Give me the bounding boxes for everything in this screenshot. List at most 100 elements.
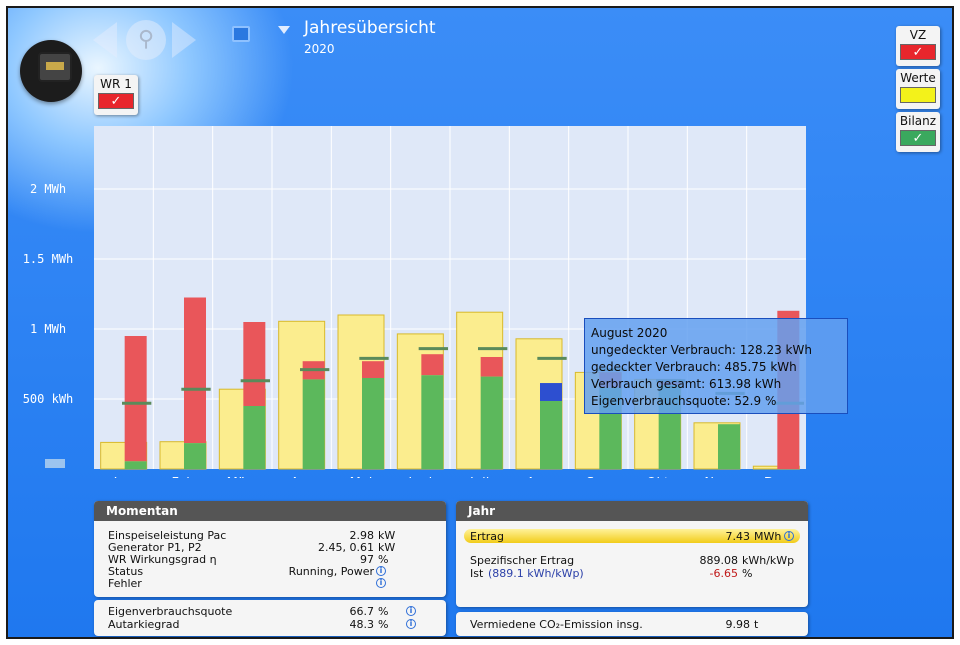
- co2-value: 9.98: [725, 618, 751, 631]
- bilanz-toggle[interactable]: Bilanz ✓: [896, 112, 940, 152]
- bar-verbrauch-gedeckt: [184, 443, 206, 469]
- spez-ertrag-value: 889.08: [699, 554, 739, 567]
- spez-ertrag-label: Spezifischer Ertrag: [470, 554, 575, 567]
- tooltip-line: gedeckter Verbrauch: 485.75 kWh: [591, 360, 797, 374]
- info-icon[interactable]: i: [376, 566, 386, 576]
- ertrag-value: 7.43: [725, 530, 751, 543]
- app-window: ⚲ Jahresübersicht 2020 WR 1 ✓ VZ ✓ Werte…: [6, 6, 954, 639]
- info-icon[interactable]: i: [406, 619, 416, 629]
- x-tick-label: Apr: [290, 476, 313, 478]
- werte-toggle[interactable]: Werte: [896, 69, 940, 109]
- chevron-down-icon[interactable]: [278, 26, 290, 34]
- quote-row-unit: %: [378, 618, 389, 631]
- bar-verbrauch-gedeckt: [480, 376, 503, 469]
- momentan-row-value: 2.45, 0.61: [318, 541, 374, 554]
- info-icon[interactable]: i: [784, 531, 794, 541]
- inverter-device-icon: [20, 40, 82, 102]
- momentan-panel: Momentan Einspeiseleistung Pac 2.98 kW Gene…: [94, 501, 446, 597]
- co2-panel: Vermiedene CO₂-Emission insg. 9.98 t: [456, 612, 808, 636]
- bar-verbrauch-ungedeckt: [184, 297, 206, 444]
- quote-row-label: Autarkiegrad: [108, 618, 180, 631]
- check-icon: ✓: [900, 130, 936, 146]
- y-tick-label: 2 MWh: [30, 182, 66, 196]
- bar-verbrauch-ungedeckt: [480, 357, 503, 377]
- vz-toggle-label: VZ: [909, 28, 927, 42]
- ist-deviation-value: -6.65: [709, 567, 738, 580]
- momentan-row-value: 97: [360, 553, 374, 566]
- werte-swatch: [900, 87, 936, 103]
- co2-label: Vermiedene CO₂-Emission insg.: [470, 618, 643, 631]
- x-tick-label: März: [227, 476, 259, 478]
- momentan-row-value: 2.98: [349, 529, 375, 542]
- bar-verbrauch-gedeckt: [540, 400, 562, 469]
- spez-ertrag-unit: kWh/kWp: [742, 554, 795, 567]
- bar-verbrauch-gedeckt: [243, 406, 266, 469]
- next-arrow-icon[interactable]: [172, 22, 196, 58]
- wr1-toggle-label: WR 1: [100, 77, 132, 91]
- info-icon[interactable]: i: [376, 578, 386, 588]
- quote-panel: Eigenverbrauchsquote 66.7% i Autarkiegrad 48…: [94, 600, 446, 636]
- co2-unit: t: [754, 618, 759, 631]
- momentan-row-label: WR Wirkungsgrad η: [108, 553, 217, 566]
- momentan-panel-title: Momentan: [94, 501, 446, 521]
- info-icon[interactable]: i: [406, 606, 416, 616]
- ertrag-label: Ertrag: [470, 530, 505, 543]
- tooltip-line: ungedeckter Verbrauch: 128.23 kWh: [591, 343, 812, 357]
- quote-row-unit: %: [378, 605, 389, 618]
- ist-reference: (889.1 kWh/kWp): [488, 567, 584, 580]
- bar-verbrauch-ungedeckt: [540, 383, 562, 401]
- quote-row-value: 66.7: [349, 605, 375, 618]
- x-tick-label: Dez: [764, 476, 789, 478]
- momentan-row-value: Running, Power: [288, 565, 374, 578]
- check-icon: ✓: [900, 44, 936, 60]
- quote-row-value: 48.3: [349, 618, 375, 631]
- y-tick-label: 1.5 MWh: [23, 252, 74, 266]
- y-tick-label: 500 kWh: [23, 392, 74, 406]
- tooltip-line: Verbrauch gesamt: 613.98 kWh: [591, 377, 782, 391]
- momentan-row-unit: %: [378, 553, 389, 566]
- bar-verbrauch-ungedeckt: [124, 336, 147, 462]
- bar-verbrauch-ungedeckt: [421, 354, 444, 376]
- x-tick-label: Sep: [586, 476, 611, 478]
- ertrag-bar: [464, 529, 800, 543]
- x-tick-label: Okt: [646, 476, 669, 478]
- chart-tooltip: August 2020 ungedeckter Verbrauch: 128.2…: [584, 318, 848, 414]
- x-tick-label: Feb: [171, 476, 194, 478]
- tooltip-line: Eigenverbrauchsquote: 52.9 %: [591, 394, 777, 408]
- momentan-row-label: Status: [108, 565, 144, 578]
- momentan-row-label: Einspeiseleistung Pac: [108, 529, 227, 542]
- momentan-row-label: Fehler: [108, 577, 142, 590]
- vz-toggle[interactable]: VZ ✓: [896, 26, 940, 66]
- ist-deviation-unit: %: [742, 567, 753, 580]
- momentan-row-unit: kW: [378, 541, 396, 554]
- bar-verbrauch-ungedeckt: [243, 322, 266, 406]
- bar-verbrauch-gedeckt: [718, 424, 740, 469]
- werte-toggle-label: Werte: [900, 71, 936, 85]
- ist-label: Ist: [470, 567, 484, 580]
- tooltip-line: August 2020: [591, 326, 668, 340]
- bar-verbrauch-ungedeckt: [362, 361, 384, 378]
- x-tick-label: Jan: [113, 476, 134, 478]
- x-tick-label: Mai: [350, 476, 373, 478]
- wr1-toggle[interactable]: WR 1 ✓: [94, 75, 138, 115]
- previous-arrow-icon[interactable]: [93, 22, 117, 58]
- momentan-row-label: Generator P1, P2: [108, 541, 202, 554]
- bilanz-toggle-label: Bilanz: [899, 114, 937, 128]
- x-tick-label: Aug: [526, 476, 551, 478]
- bar-verbrauch-gedeckt: [362, 378, 384, 469]
- bar-verbrauch-gedeckt: [421, 375, 444, 469]
- x-tick-label: Juli: [469, 476, 489, 478]
- jahr-panel-title: Jahr: [456, 501, 808, 521]
- momentan-row-unit: kW: [378, 529, 396, 542]
- check-icon: ✓: [98, 93, 134, 109]
- ertrag-unit: MWh: [754, 530, 782, 543]
- calendar-icon[interactable]: [232, 26, 250, 42]
- zoom-search-icon[interactable]: ⚲: [126, 20, 166, 60]
- chart-legend-icon: [45, 459, 65, 468]
- momentan-row-value: [244, 577, 374, 590]
- bar-verbrauch-gedeckt: [302, 379, 325, 469]
- y-tick-label: 1 MWh: [30, 322, 66, 336]
- bar-verbrauch-gedeckt: [124, 461, 147, 469]
- jahr-panel: Jahr Ertrag 7.43 MWh i Spezifischer Ertr…: [456, 501, 808, 607]
- x-tick-label: Juni: [407, 476, 432, 478]
